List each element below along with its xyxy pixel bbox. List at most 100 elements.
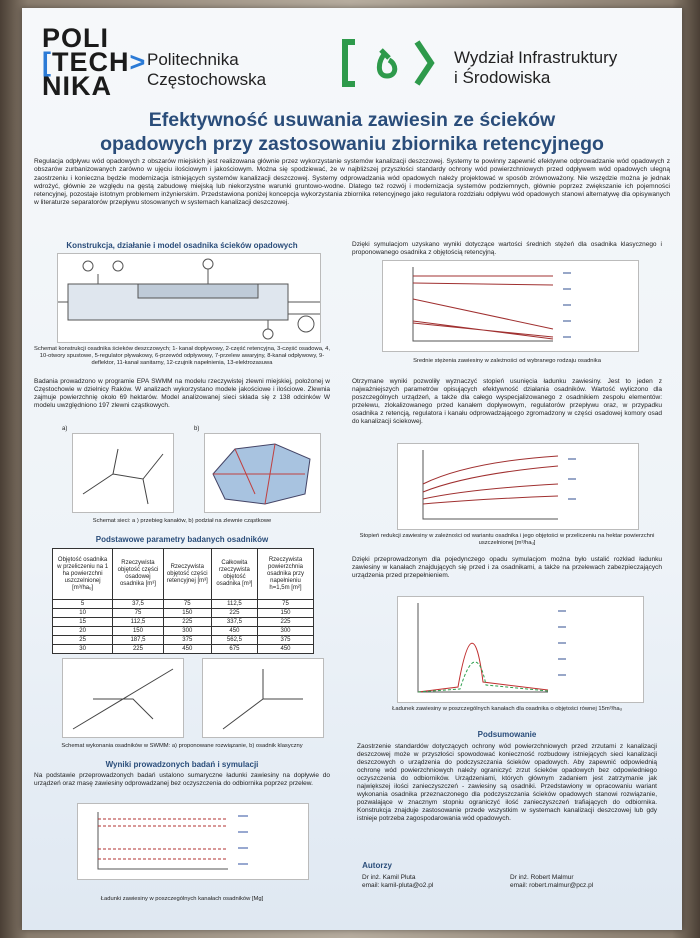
shape — [213, 443, 305, 505]
paragraph: Dzięki przeprowadzonym dla pojedynczego … — [352, 556, 662, 579]
table-row: 30 225 450 675 450 — [51, 644, 314, 654]
shape — [137, 283, 259, 299]
table-cell: 450 — [257, 644, 314, 654]
network-map — [72, 433, 174, 513]
university: Politechnika Częstochowska — [147, 50, 266, 90]
table-cell: 112,5 — [210, 599, 259, 609]
table-cell: 675 — [210, 644, 259, 654]
shape — [97, 269, 269, 329]
shape — [422, 455, 559, 505]
table-cell: 15 — [51, 617, 114, 627]
table-cell: 30 — [51, 644, 114, 654]
poster: POLI [TECH> NIKA Politechnika Częstochow… — [22, 8, 682, 930]
table-row: 15 112,5 225 337,5 225 — [51, 617, 314, 627]
table-cell: 375 — [257, 635, 314, 645]
table-header-cell: Całkowita rzeczywista objętość osadnika … — [210, 548, 259, 600]
title-line: Efektywność usuwania zawiesin ze ścieków — [148, 109, 556, 131]
table-cell: 150 — [257, 608, 314, 618]
title-line: opadowych przy zastosowaniu zbiornika re… — [100, 133, 604, 155]
logo-text: TECH — [52, 47, 130, 77]
paragraph: Otrzymane wyniki pozwoliły wyznaczyć sto… — [352, 378, 662, 425]
shape — [58, 301, 320, 315]
caption: Średnie stężenia zawiesiny w zależności … — [413, 358, 601, 364]
table-cell: 150 — [162, 608, 212, 618]
concentration-chart — [382, 260, 639, 352]
settler-diagram — [57, 253, 321, 343]
table-cell: 562,5 — [210, 635, 259, 645]
table-header-cell: Objętość osadnika w przeliczeniu na 1 ha… — [51, 548, 114, 600]
table-cell: 225 — [257, 617, 314, 627]
table-row: 20 150 300 450 300 — [51, 626, 314, 636]
caption: Schemat sieci: a ) przebieg kanałów, b) … — [92, 518, 272, 524]
bracket: [ — [42, 47, 52, 77]
shape — [297, 315, 315, 333]
title: Efektywność usuwania zawiesin ze ścieków… — [52, 108, 652, 156]
shape — [72, 668, 174, 730]
shape — [414, 40, 435, 86]
shape — [558, 610, 566, 676]
shape — [112, 260, 124, 272]
table-cell: 75 — [257, 599, 314, 609]
caption: Ładunki zawiesiny w poszczególnych kanał… — [100, 896, 264, 902]
table-cell: 300 — [162, 626, 212, 636]
author-name: Dr inż. Kamil Pluta — [362, 874, 416, 881]
paragraph: Badania prowadzono w programie EPA SWMM … — [34, 378, 330, 409]
university-line: Politechnika — [147, 50, 239, 69]
table-cell: 37,5 — [112, 599, 164, 609]
shape — [342, 39, 355, 87]
shape — [376, 48, 398, 79]
table-cell: 225 — [112, 644, 164, 654]
table-header-row: Objętość osadnika w przeliczeniu na 1 ha… — [51, 548, 314, 600]
shape — [82, 448, 164, 505]
panel-label: b) — [194, 426, 200, 432]
shape — [568, 458, 576, 500]
table-row: 25 187,5 375 562,5 375 — [51, 635, 314, 645]
table-cell: 10 — [51, 608, 114, 618]
swmm-diagram — [202, 658, 324, 738]
table-header-cell: Rzeczywista objętość części osadowej osa… — [112, 548, 164, 600]
heading: Podstawowe parametry badanych osadników — [95, 535, 269, 544]
shape — [82, 260, 94, 272]
faculty: Wydział Infrastruktury i Środowiska — [454, 48, 617, 88]
swmm-diagram — [62, 658, 184, 738]
heading: Autorzy — [362, 861, 392, 870]
reduction-chart — [397, 443, 639, 530]
heading: Konstrukcja, działanie i model osadnika … — [66, 241, 298, 250]
author-email: email: kamil-pluta@o2.pl — [362, 882, 434, 889]
table-cell: 450 — [210, 626, 259, 636]
university-line: Częstochowska — [147, 70, 267, 89]
heading: Podsumowanie — [477, 730, 537, 739]
heading: Wyniki prowadzonych badań i symulacji — [105, 760, 259, 769]
shape — [97, 812, 228, 870]
caption: Schemat wykonania osadników w SWMM: a) p… — [61, 743, 303, 749]
author: Dr inż. Kamil Pluta email: kamil-pluta@o… — [362, 874, 433, 890]
table-cell: 150 — [112, 626, 164, 636]
shape — [412, 275, 554, 340]
shape — [412, 267, 553, 342]
table-header-cell: Rzeczywista powierzchnia osadnika przy n… — [257, 548, 314, 600]
faculty-line: i Środowiska — [454, 68, 551, 87]
shape — [98, 818, 228, 860]
shape — [262, 328, 274, 340]
caption: Ładunek zawiesiny w poszczególnych kanał… — [392, 706, 622, 712]
shape — [222, 669, 303, 730]
faculty-line: Wydział Infrastruktury — [454, 48, 618, 67]
paragraph: Zaostrzenie standardów dotyczących ochro… — [357, 743, 657, 822]
paragraph: Dzięki symulacjom uzyskano wyniki dotycz… — [352, 241, 662, 256]
table-cell: 25 — [51, 635, 114, 645]
table-cell: 187,5 — [112, 635, 164, 645]
table-cell: 450 — [162, 644, 212, 654]
load-timeseries-chart — [397, 596, 644, 703]
shape — [417, 642, 549, 693]
parameters-table: Objętość osadnika w przeliczeniu na 1 ha… — [51, 548, 314, 654]
intro: Regulacja odpływu wód opadowych z obszar… — [34, 158, 670, 207]
table-cell: 225 — [162, 617, 212, 627]
paragraph: Na podstawie przeprowadzonych badań usta… — [34, 772, 330, 787]
caption: Stopień redukcji zawiesiny w zależności … — [359, 533, 655, 546]
caption: Schemat konstrukcji osadnika ścieków des… — [34, 346, 330, 366]
shape — [202, 258, 214, 270]
table-cell: 112,5 — [112, 617, 164, 627]
load-chart — [77, 803, 309, 880]
table-row: 10 75 150 225 150 — [51, 608, 314, 618]
